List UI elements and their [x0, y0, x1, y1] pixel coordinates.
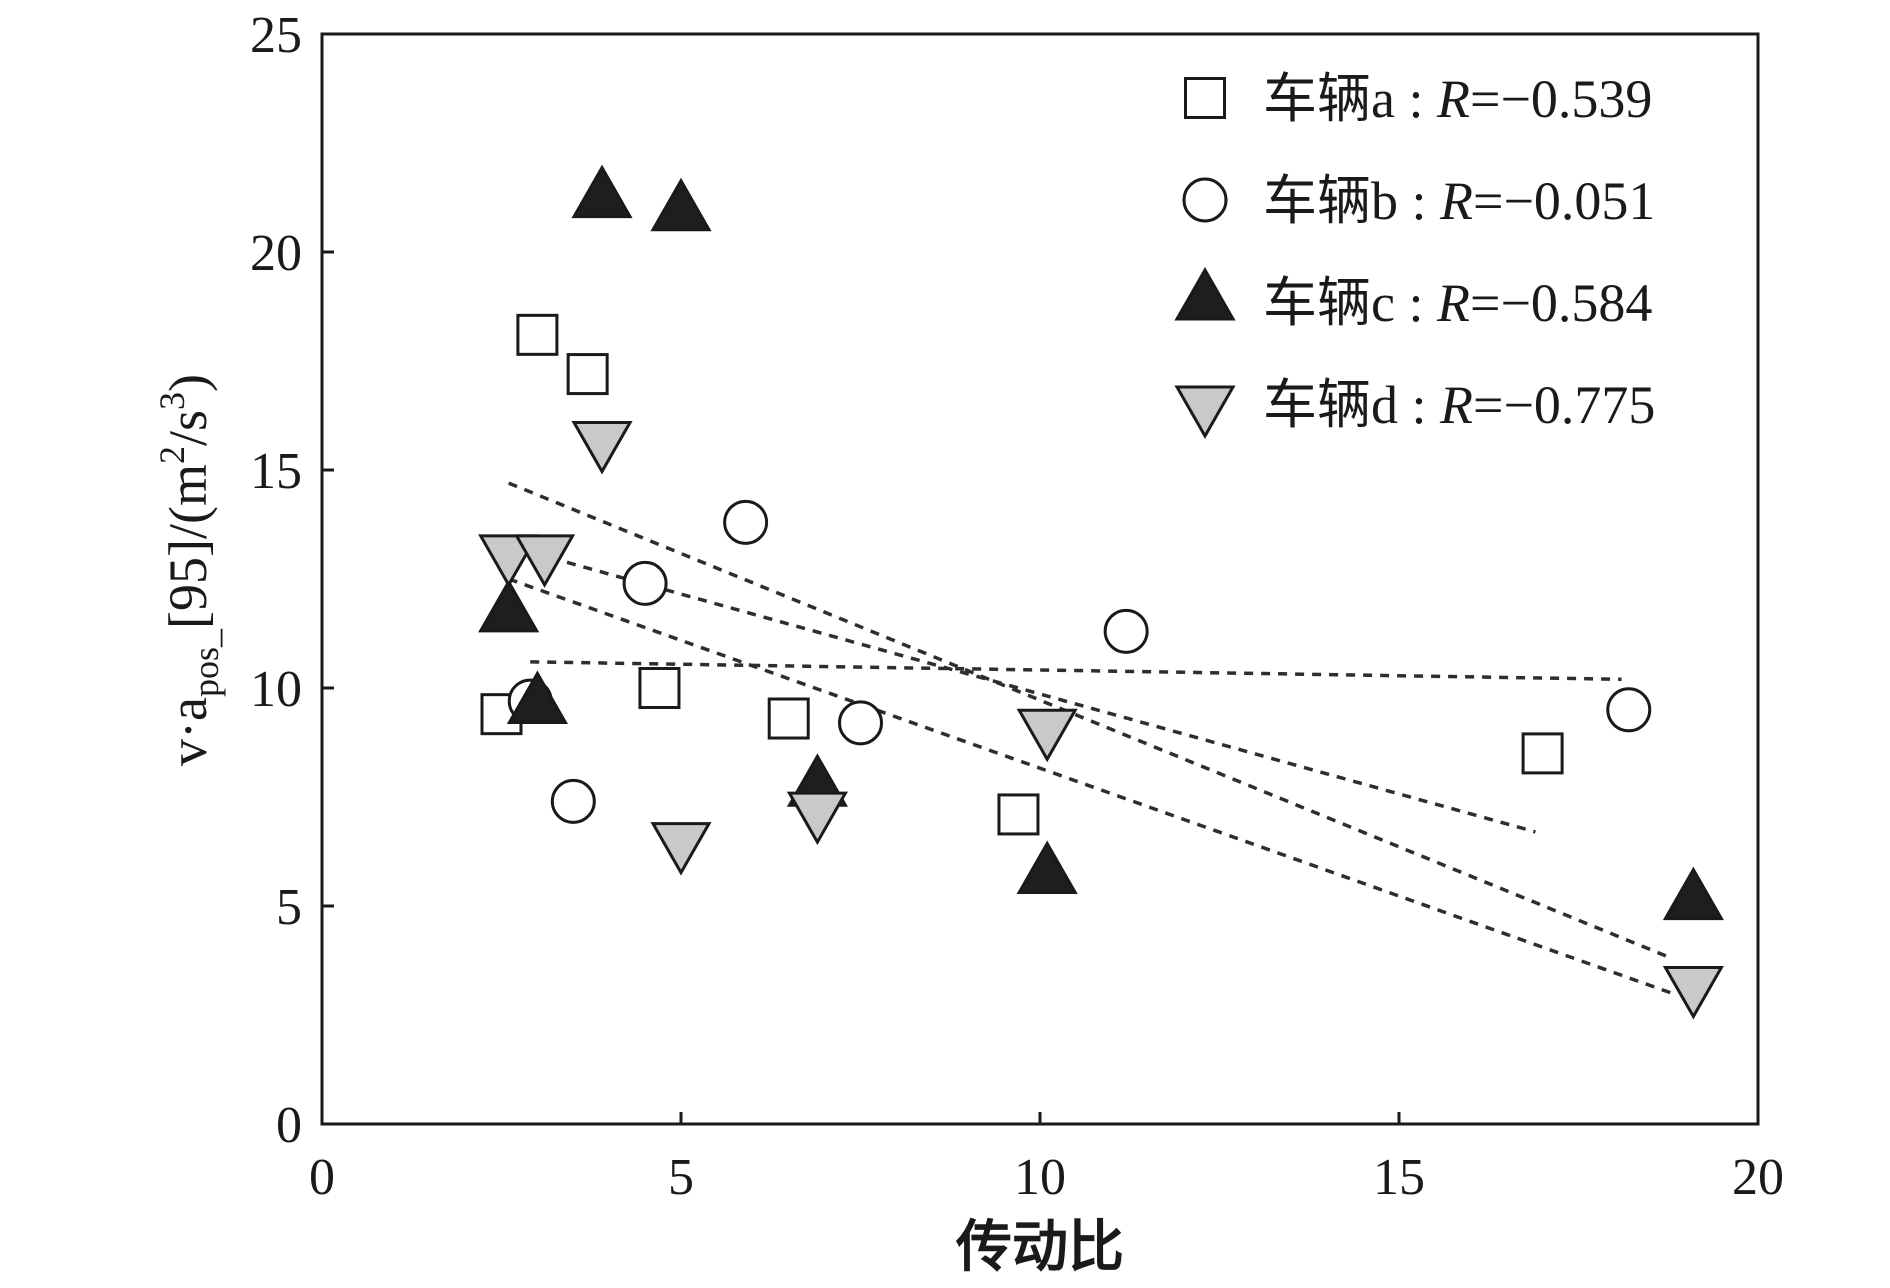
y-tick-label: 0 [276, 1097, 302, 1154]
data-markers [478, 164, 1724, 1020]
legend-r-value: =−0.051 [1473, 171, 1655, 231]
x-tick-label: 0 [309, 1149, 335, 1206]
legend-separator: : [1398, 375, 1440, 435]
legend-triangle-up-marker [1174, 266, 1236, 321]
legend-entry: 车辆d : R=−0.775 [1174, 375, 1655, 440]
data-point-circle [1103, 608, 1149, 654]
legend-series-name: 车辆b [1263, 171, 1398, 231]
legend-label: 车辆a : R=−0.539 [1263, 69, 1652, 129]
x-tick-label: 5 [668, 1149, 694, 1206]
legend-label: 车辆d : R=−0.775 [1263, 375, 1655, 435]
y-axis-title-part: ) [158, 374, 218, 392]
legend-r-symbol: R [1436, 273, 1470, 333]
trend-line-triangle-down [508, 577, 1673, 995]
y-tick-label: 25 [250, 7, 302, 64]
legend-series-name: 车辆c [1263, 273, 1395, 333]
legend-entry: 车辆a : R=−0.539 [1184, 69, 1652, 129]
data-point-triangle-up [478, 578, 540, 633]
x-axis: 0 5 10 15 20 [309, 1112, 1784, 1206]
legend-r-value: =−0.539 [1470, 69, 1652, 129]
legend-label: 车辆c : R=−0.584 [1263, 273, 1652, 333]
series-square-points [480, 313, 1564, 836]
data-point-triangle-up [1662, 866, 1724, 921]
legend-entry: 车辆c : R=−0.584 [1174, 266, 1652, 333]
legend-series-name: 车辆d [1263, 375, 1398, 435]
legend-circle-marker [1182, 177, 1228, 223]
trend-line-square [501, 542, 1536, 834]
data-point-triangle-up [1016, 840, 1078, 894]
data-point-triangle-down [513, 534, 576, 588]
data-point-triangle-up [650, 177, 712, 232]
trend-lines [501, 481, 1673, 995]
series-triangle-down-points [478, 420, 1724, 1020]
data-point-square [516, 313, 559, 356]
y-axis-title-part: /s [158, 410, 218, 446]
y-axis-title: v·apos_[95]/(m2/s3) [152, 374, 226, 766]
data-point-circle [838, 700, 883, 746]
y-axis-title-part: 3 [152, 392, 192, 410]
data-point-square [638, 667, 681, 709]
trend-line-triangle-up [508, 481, 1673, 960]
y-tick-label: 15 [250, 443, 302, 500]
legend-separator: : [1398, 171, 1440, 231]
series-circle-points [507, 499, 1652, 824]
y-axis-title-part: [95]/(m [158, 464, 218, 629]
legend-r-symbol: R [1439, 171, 1473, 231]
x-tick-label: 10 [1014, 1149, 1066, 1206]
data-point-circle [622, 560, 668, 606]
data-point-circle [550, 778, 596, 824]
data-point-circle [1606, 687, 1652, 733]
trend-line-circle [530, 660, 1622, 682]
legend-series-name: 车辆a [1263, 69, 1395, 129]
y-axis-title-part: v·a [158, 697, 218, 766]
data-point-triangle-down [1662, 965, 1724, 1020]
x-axis-title: 传动比 [955, 1217, 1124, 1279]
data-point-triangle-down [650, 822, 712, 876]
legend-r-value: =−0.775 [1473, 375, 1655, 435]
x-tick-label: 20 [1732, 1149, 1784, 1206]
y-tick-label: 5 [276, 879, 302, 936]
y-tick-label: 20 [250, 225, 302, 282]
legend-separator: : [1395, 69, 1437, 129]
data-point-square [566, 353, 609, 396]
x-tick-label: 15 [1373, 1149, 1425, 1206]
legend-r-symbol: R [1439, 375, 1473, 435]
y-axis-title-part: pos_ [186, 628, 226, 697]
data-point-square [1521, 732, 1564, 775]
legend-r-value: =−0.584 [1470, 273, 1652, 333]
y-axis: 0 5 10 15 20 25 [250, 7, 334, 1154]
data-point-circle [723, 499, 769, 545]
data-point-triangle-up [571, 164, 633, 219]
data-point-triangle-down [1016, 708, 1078, 763]
data-point-triangle-down [571, 420, 633, 475]
data-point-square [767, 697, 810, 740]
legend-separator: : [1395, 273, 1437, 333]
data-point-square [997, 793, 1040, 836]
legend-entry: 车辆b : R=−0.051 [1182, 171, 1655, 231]
legend-label: 车辆b : R=−0.051 [1263, 171, 1655, 231]
legend-square-marker [1184, 77, 1226, 119]
legend-triangle-down-marker [1174, 385, 1236, 440]
data-point-triangle-down [786, 791, 849, 846]
legend-r-symbol: R [1436, 69, 1470, 129]
y-tick-label: 10 [250, 661, 302, 718]
data-point-triangle-up [506, 670, 568, 724]
y-axis-title-part: 2 [152, 446, 192, 464]
